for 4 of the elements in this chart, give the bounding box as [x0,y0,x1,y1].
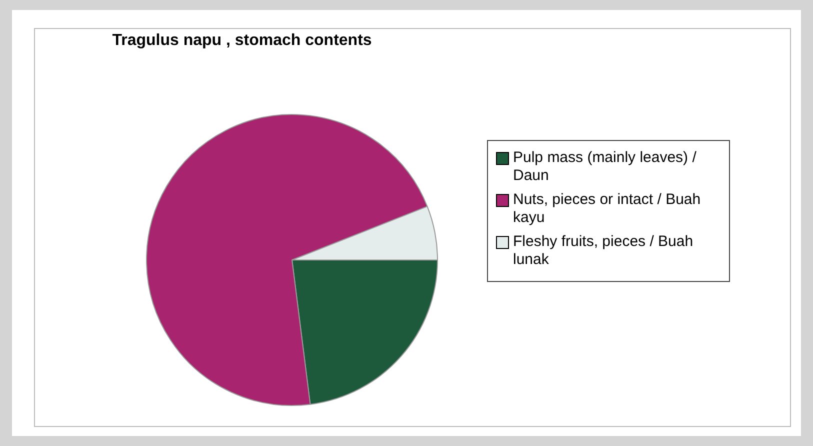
legend-label: Nuts, pieces or intact / Buah kayu [513,191,702,227]
legend-label: Pulp mass (mainly leaves) / Daun [513,149,698,185]
legend-label: Fleshy fruits, pieces / Buah lunak [513,233,694,269]
chart-title: Tragulus napu , stomach contents [111,32,373,50]
